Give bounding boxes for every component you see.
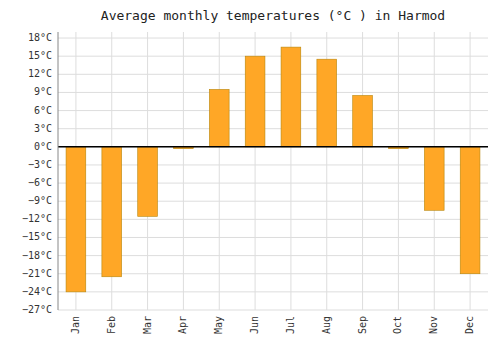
x-tick-label: Mar [142,316,153,334]
x-grid-line [219,32,220,310]
y-grid-line [58,146,488,147]
y-tick-label: −3°C [28,159,52,170]
bar [102,147,122,277]
bar [281,47,301,147]
y-tick-labels: −27°C −24°C −21°C −18°C −15°C −12°C −9°C −6°C −3… [22,32,52,315]
y-tick-label: 0°C [34,141,52,152]
y-grid-line [58,273,488,274]
x-tick-label: Jan [70,316,81,334]
y-grid-line [58,92,488,93]
bar [424,147,444,210]
y-grid-line [58,56,488,57]
grid [58,32,488,310]
y-grid-line [58,255,488,256]
y-tick-label: 3°C [34,123,52,134]
bar [66,147,86,292]
x-tick-label: Sep [357,316,368,334]
x-grid-line [398,32,399,310]
x-tick-label: Jun [249,316,260,334]
title: Average monthly temperatures (°C ) in Ha… [101,8,445,23]
y-tick-label: −24°C [22,286,52,297]
y-grid-line [58,183,488,184]
zero-line [58,146,488,148]
y-grid-line [58,38,488,39]
x-tick-labels: Jan Feb Mar Apr May Jun Jul Aug Sep Oct Nov Dec [70,316,475,334]
bar [138,147,158,217]
x-tick-label: Oct [392,316,403,334]
y-tick-label: −15°C [22,231,52,242]
bars [66,47,480,292]
y-grid-line [58,219,488,220]
x-tick-label: Aug [321,316,332,334]
y-grid-line [58,164,488,165]
y-tick-label: −21°C [22,268,52,279]
x-tick-label: Jul [285,316,296,334]
x-grid-line [362,32,363,310]
bar [353,95,373,146]
x-grid-line [183,32,184,310]
y-grid-line [58,310,488,311]
x-tick-label: Apr [177,316,188,334]
x-tick-label: Dec [464,316,475,334]
y-grid-line [58,110,488,111]
y-tick-label: 9°C [34,86,52,97]
y-tick-label: 18°C [28,32,52,43]
x-tick-label: Nov [428,316,439,334]
y-tick-label: 15°C [28,50,52,61]
y-grid-line [58,128,488,129]
y-grid-line [58,291,488,292]
y-grid-line [58,74,488,75]
chart: −27°C −24°C −21°C −18°C −15°C −12°C −9°C −6°C −3… [0,0,500,350]
y-grid-line [58,201,488,202]
y-grid-line [58,237,488,238]
y-tick-label: −27°C [22,304,52,315]
bar [209,89,229,146]
bar [317,59,337,147]
y-tick-label: −18°C [22,250,52,261]
x-tick-label: May [213,316,224,334]
y-tick-label: −6°C [28,177,52,188]
y-tick-label: 12°C [28,68,52,79]
y-tick-label: −12°C [22,213,52,224]
y-tick-label: 6°C [34,105,52,116]
bar [460,147,480,274]
x-tick-label: Feb [106,316,117,334]
y-axis-line [58,32,59,310]
y-tick-label: −9°C [28,195,52,206]
bar [245,56,265,147]
